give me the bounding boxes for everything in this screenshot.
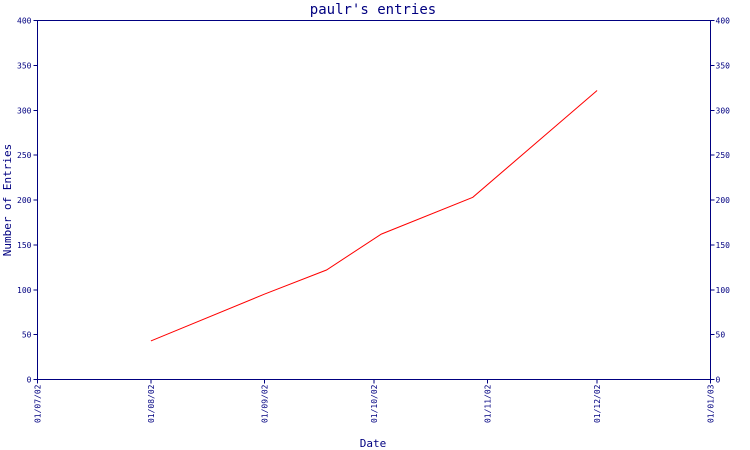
y-tick-label-right: 100 — [716, 286, 731, 295]
y-tick-label-right: 400 — [716, 17, 731, 26]
y-tick-label-right: 50 — [716, 331, 726, 340]
x-axis-title: Date — [360, 437, 387, 450]
x-tick-label: 01/08/02 — [147, 384, 156, 423]
plot-frame — [37, 20, 711, 380]
y-tick-label-left: 200 — [17, 196, 32, 205]
y-tick-label-right: 350 — [716, 61, 731, 70]
series-line-1 — [150, 90, 598, 342]
y-tick-label-right: 200 — [716, 196, 731, 205]
y-tick-label-left: 250 — [17, 151, 32, 160]
x-tick-label: 01/07/02 — [34, 384, 43, 423]
x-tick-label: 01/12/02 — [593, 384, 602, 423]
y-tick-label-left: 50 — [22, 331, 32, 340]
y-tick-label-left: 100 — [17, 286, 32, 295]
y-tick-label-left: 400 — [17, 17, 32, 26]
x-tick-label: 01/10/02 — [370, 384, 379, 423]
y-tick-label-right: 250 — [716, 151, 731, 160]
x-tick-label: 01/11/02 — [483, 384, 492, 423]
ticks-layer: 0 0 50 50 100 100 150 150 200 200 250 250 300 300 350 3… — [17, 17, 730, 424]
y-tick-label-right: 150 — [716, 241, 731, 250]
chart-title: paulr's entries — [310, 2, 436, 18]
x-tick-label: 01/09/02 — [260, 384, 269, 423]
y-tick-label-right: 300 — [716, 106, 731, 115]
y-tick-label-left: 300 — [17, 106, 32, 115]
y-axis-title: Number of Entries — [1, 144, 14, 257]
x-tick-label: 01/01/03 — [707, 384, 716, 423]
y-tick-label-left: 0 — [27, 376, 32, 385]
y-tick-label-left: 150 — [17, 241, 32, 250]
y-tick-label-left: 350 — [17, 61, 32, 70]
series-layer — [150, 90, 598, 342]
y-tick-label-right: 0 — [716, 376, 721, 385]
